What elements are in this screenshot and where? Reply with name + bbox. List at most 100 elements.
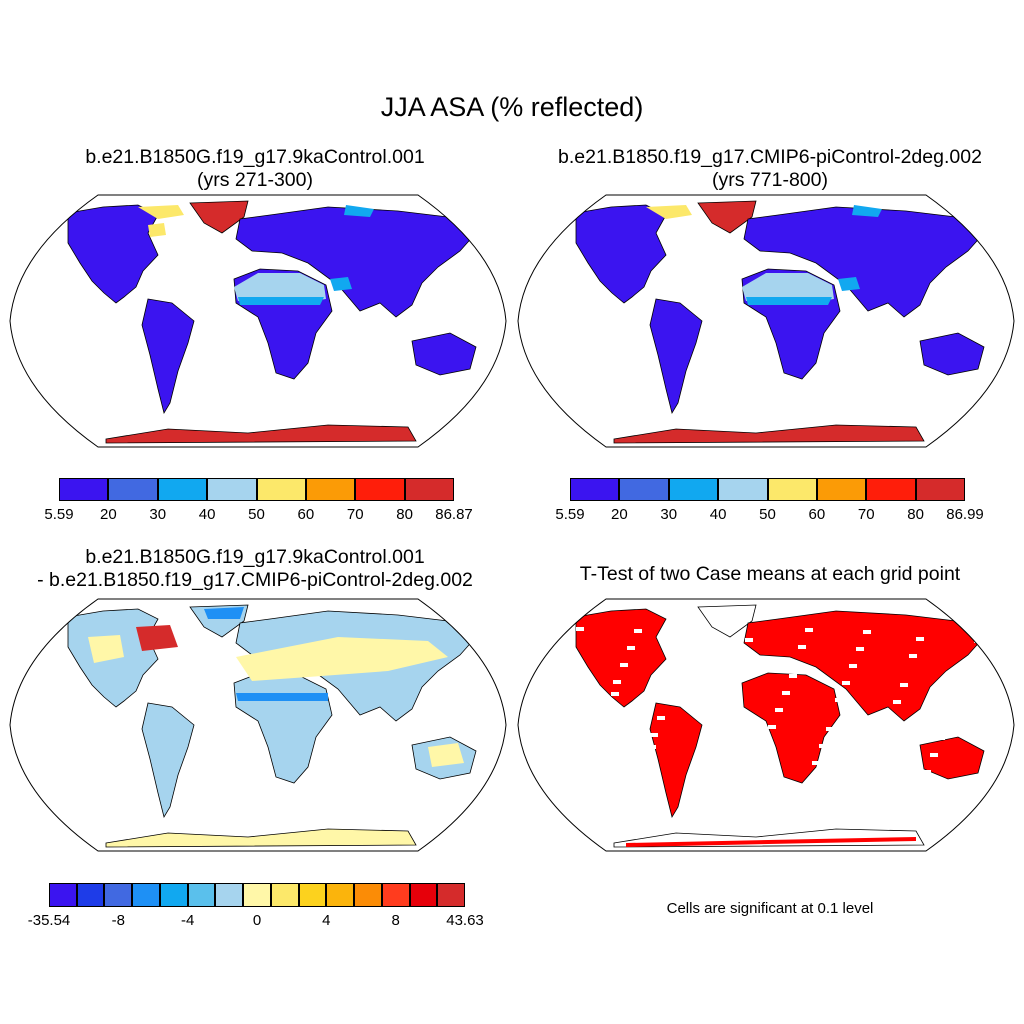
- colorbar-tick-label: 40: [198, 506, 216, 523]
- colorbar-tick-label: 30: [149, 506, 167, 523]
- panel-title-case2-line1: b.e21.B1850.f19_g17.CMIP6-piControl-2deg…: [558, 146, 982, 168]
- nonsignificant-cell: [946, 707, 954, 711]
- diff-neg-sahel: [236, 693, 328, 701]
- hudson-region: [148, 223, 166, 237]
- nonsignificant-cell: [805, 628, 813, 632]
- colorbar-tick-label: -4: [180, 912, 195, 929]
- desert-region: [234, 273, 326, 303]
- colorbar-swatch: [59, 478, 109, 501]
- colorbar-tick-label: 43.63: [446, 912, 484, 929]
- panel-title-case1-line1: b.e21.B1850G.f19_g17.9kaControl.001: [85, 146, 425, 168]
- desert-region: [742, 273, 834, 303]
- colorbar-swatch: [159, 883, 188, 907]
- nonsignificant-cell: [664, 699, 672, 703]
- nonsignificant-cell: [789, 674, 797, 678]
- colorbar-swatch: [668, 478, 719, 501]
- arabia-region: [330, 277, 352, 291]
- colorbar-swatch: [866, 478, 916, 501]
- colorbar-swatch: [256, 478, 306, 501]
- continent-greenland: [697, 604, 757, 638]
- nonsignificant-cell: [759, 754, 767, 758]
- colorbar-swatch: [381, 883, 410, 907]
- nonsignificant-cell: [708, 735, 716, 739]
- colorbar-tick-label: 60: [297, 506, 315, 523]
- continent-antarctica: [105, 828, 417, 848]
- colorbar-tick-label: 8: [391, 912, 400, 929]
- colorbar-tick-label: 80: [396, 506, 413, 523]
- antarctic-signif-strip: [626, 837, 916, 847]
- colorbar-tick-label: -8: [111, 912, 125, 929]
- continent-africa: [233, 672, 333, 784]
- nonsignificant-cell: [900, 683, 908, 687]
- nonsignificant-cell: [641, 762, 649, 766]
- colorbar-swatch: [326, 883, 355, 907]
- nonsignificant-cell: [937, 736, 945, 740]
- colorbar-swatch: [767, 478, 817, 501]
- nonsignificant-cell: [687, 636, 695, 640]
- continent-eurasia: [235, 206, 477, 318]
- colorbar-tick-label: 70: [346, 506, 364, 523]
- siberia-coast: [852, 205, 882, 217]
- map-ttest: [517, 598, 1015, 852]
- nonsignificant-cell: [745, 638, 753, 642]
- nonsignificant-cell: [967, 656, 975, 660]
- panel-title-diff: b.e21.B1850G.f19_g17.9kaControl.001 - b.…: [0, 546, 510, 592]
- colorbar-tick-label: 20: [100, 506, 117, 523]
- colorbar-swatch: [76, 883, 105, 907]
- map-border: [517, 598, 1015, 852]
- continent-eurasia: [743, 206, 985, 318]
- nonsignificant-cell: [856, 647, 864, 651]
- nonsignificant-cell: [916, 637, 924, 641]
- colorbar-swatch: [915, 478, 965, 501]
- continent-southAmerica: [649, 702, 703, 819]
- nonsignificant-cell: [722, 701, 730, 705]
- colorbar-tick-label: 50: [248, 506, 265, 523]
- colorbar-tick-label: 70: [857, 506, 875, 523]
- colorbar-tick-label: 30: [660, 506, 678, 523]
- map-border: [9, 194, 507, 448]
- colorbar-swatch: [570, 478, 620, 501]
- nonsignificant-cell: [842, 681, 850, 685]
- continent-northAmerica: [67, 204, 159, 304]
- colorbar-tick-label: 20: [611, 506, 628, 523]
- nonsignificant-cell: [752, 771, 760, 775]
- panel-title-diff-line2: - b.e21.B1850.f19_g17.CMIP6-piControl-2d…: [37, 569, 473, 591]
- colorbar-tick-label: 5.59: [555, 506, 585, 523]
- nonsignificant-cell: [798, 645, 806, 649]
- continent-australia: [919, 332, 985, 376]
- nonsignificant-cell: [960, 673, 968, 677]
- diff-pos-australia: [428, 743, 464, 767]
- nonsignificant-cell: [685, 648, 693, 652]
- nonsignificant-cell: [604, 709, 612, 713]
- nonsignificant-cell: [863, 630, 871, 634]
- panel-title-ttest: T-Test of two Case means at each grid po…: [579, 563, 961, 585]
- nonsignificant-cell: [671, 682, 679, 686]
- colorbar-swatch: [404, 478, 454, 501]
- nonsignificant-cell: [634, 629, 642, 633]
- nonsignificant-cell: [715, 718, 723, 722]
- colorbar-case2: 5.59 20 30 40 50 60 70 80 86.99: [555, 478, 984, 523]
- continent-northAmerica: [575, 608, 667, 708]
- nonsignificant-cell: [590, 743, 598, 747]
- nonsignificant-cell: [611, 692, 619, 696]
- arctic-islands: [646, 205, 692, 219]
- nonsignificant-cell: [597, 726, 605, 730]
- nonsignificant-cell: [872, 751, 880, 755]
- desert-edge: [746, 297, 832, 305]
- colorbar-swatch: [215, 883, 244, 907]
- colorbar-tick-label: 50: [759, 506, 776, 523]
- siberia-coast: [344, 205, 374, 217]
- nonsignificant-cell: [768, 725, 776, 729]
- panel-title-case2: b.e21.B1850.f19_g17.CMIP6-piControl-2deg…: [520, 146, 1020, 192]
- map-case2: [517, 194, 1015, 448]
- nonsignificant-cell: [694, 769, 702, 773]
- continent-southAmerica: [649, 298, 703, 415]
- nonsignificant-cell: [678, 665, 686, 669]
- colorbar-swatch: [187, 883, 216, 907]
- desert-edge: [238, 297, 324, 305]
- continent-australia: [411, 332, 477, 376]
- nonsignificant-cell: [812, 761, 820, 765]
- nonsignificant-cell: [761, 742, 769, 746]
- nonsignificant-cell: [738, 655, 746, 659]
- panel-title-diff-line1: b.e21.B1850G.f19_g17.9kaControl.001: [85, 546, 425, 568]
